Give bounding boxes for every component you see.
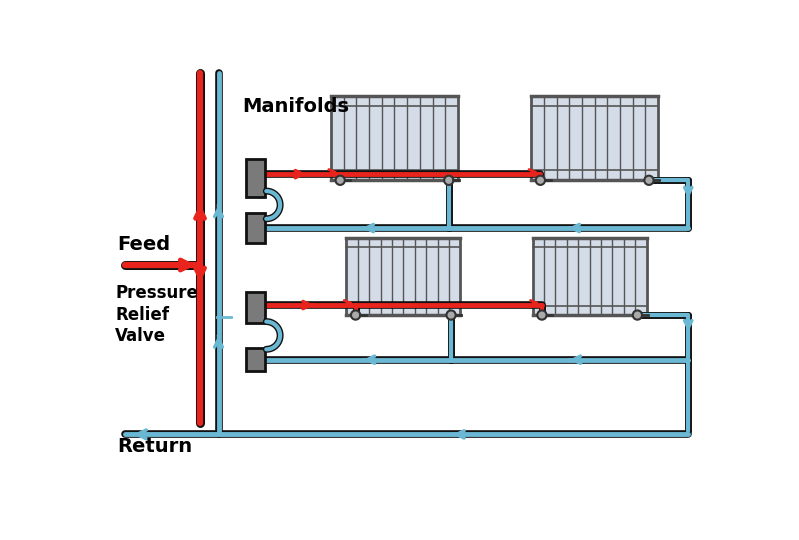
Bar (246, 292, 264, 323)
Bar (346, 238, 460, 315)
Circle shape (633, 310, 642, 320)
Circle shape (644, 176, 654, 185)
Circle shape (537, 310, 547, 320)
Bar (533, 238, 646, 315)
Circle shape (447, 310, 455, 320)
Bar (331, 96, 458, 180)
Text: Feed: Feed (117, 235, 170, 254)
Bar (246, 159, 264, 197)
Circle shape (336, 176, 345, 185)
Text: Pressure
Relief
Valve: Pressure Relief Valve (115, 284, 198, 345)
Bar (531, 96, 658, 180)
Circle shape (351, 310, 360, 320)
Text: Manifolds: Manifolds (242, 97, 349, 117)
Text: Return: Return (117, 437, 192, 456)
Circle shape (444, 176, 453, 185)
Bar (246, 213, 264, 244)
Bar (246, 348, 264, 372)
Circle shape (536, 176, 545, 185)
